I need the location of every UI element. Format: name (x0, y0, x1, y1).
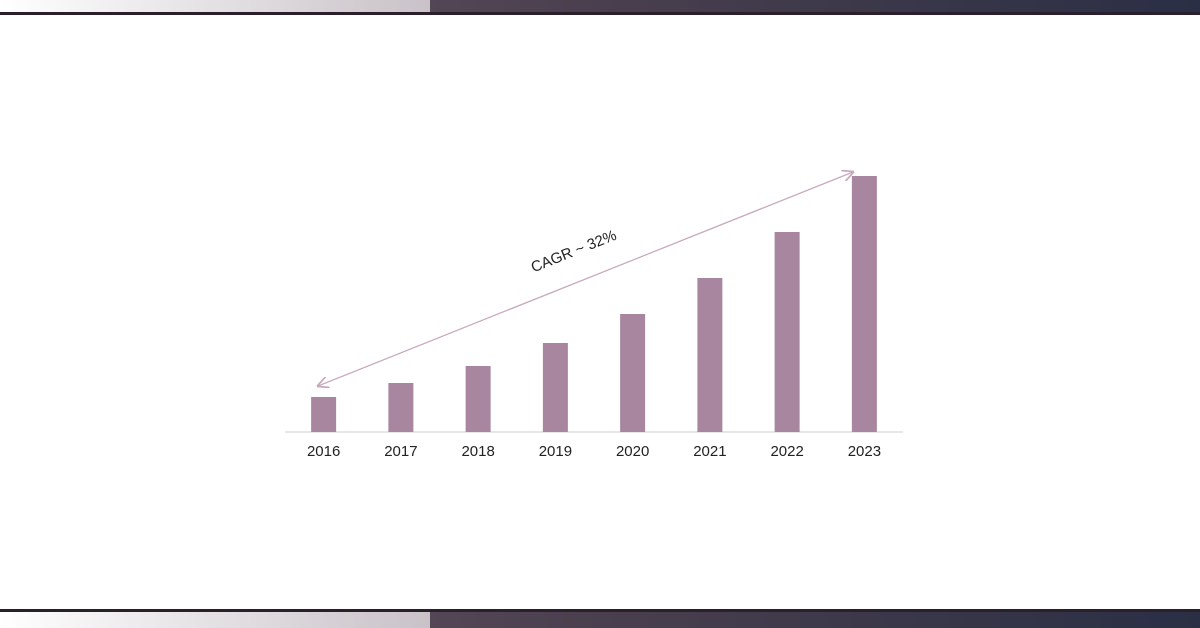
x-tick-label: 2016 (307, 443, 340, 460)
bar (851, 176, 877, 432)
x-tick-label: 2021 (693, 443, 726, 460)
bar (697, 278, 723, 432)
bar (465, 366, 491, 432)
bar (774, 232, 800, 432)
bar (388, 383, 414, 432)
top-frame-fade (0, 0, 430, 12)
bottom-rule (0, 609, 1200, 612)
x-tick-label: 2019 (539, 443, 572, 460)
top-rule (0, 12, 1200, 15)
x-tick-label: 2020 (616, 443, 649, 460)
bar (542, 343, 568, 432)
annotation: CAGR ~ 32% (529, 227, 619, 276)
cagr-arrow (318, 172, 853, 386)
x-tick-label: 2018 (461, 443, 494, 460)
bar (311, 397, 337, 432)
x-tick-label: 2023 (848, 443, 881, 460)
bar (620, 314, 646, 432)
x-tick-label: 2022 (770, 443, 803, 460)
x-tick-label: 2017 (384, 443, 417, 460)
bottom-frame-fade (0, 612, 430, 628)
